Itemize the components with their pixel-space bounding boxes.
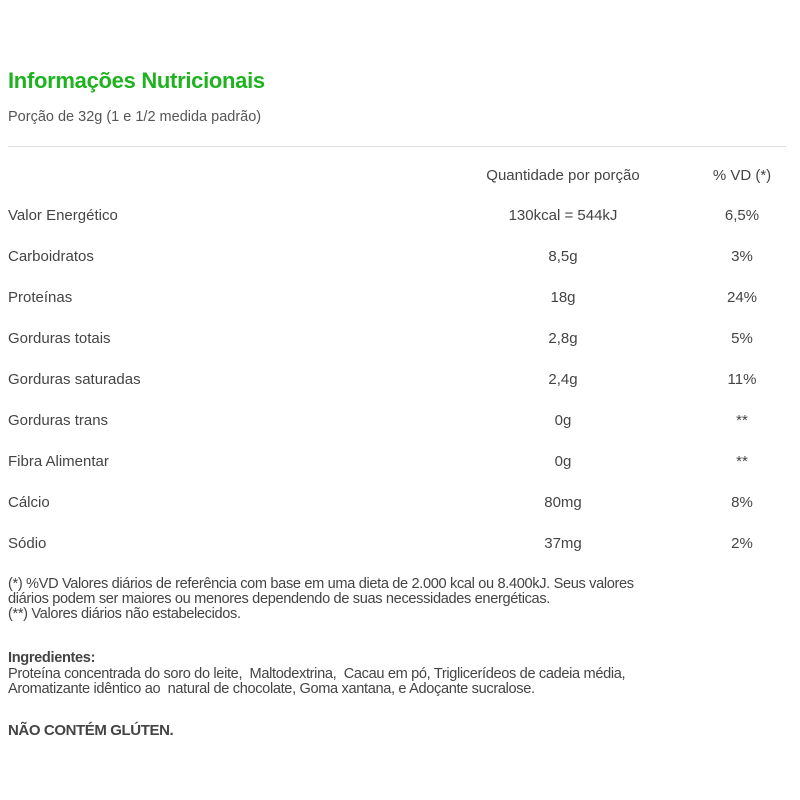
nutrient-quantity: 37mg: [544, 535, 582, 552]
nutrient-label: Proteínas: [8, 289, 73, 306]
nutrient-dv: 3%: [731, 248, 753, 265]
ingredients-heading: Ingredientes:: [8, 650, 96, 666]
nutrient-label: Sódio: [8, 535, 47, 552]
footnote: (*) %VD Valores diários de referência co…: [8, 576, 634, 592]
nutrient-quantity: 8,5g: [548, 248, 578, 265]
nutrient-quantity: 80mg: [544, 494, 582, 511]
nutrient-quantity: 18g: [550, 289, 576, 306]
nutrient-label: Cálcio: [8, 494, 50, 511]
nutrient-dv: 6,5%: [724, 207, 760, 224]
header-quantity: Quantidade por porção: [486, 167, 640, 184]
footnote: diários podem ser maiores ou menores dep…: [8, 591, 550, 607]
nutrient-dv: **: [736, 412, 748, 429]
table-header: Quantidade por porção % VD (*): [0, 167, 800, 187]
gluten-notice: NÃO CONTÉM GLÚTEN.: [8, 722, 174, 739]
table-row: Carboidratos 8,5g 3%: [0, 248, 800, 268]
nutrient-label: Gorduras saturadas: [8, 371, 141, 388]
nutrient-label: Valor Energético: [8, 207, 118, 224]
table-row: Valor Energético 130kcal = 544kJ 6,5%: [0, 207, 800, 227]
nutrient-label: Gorduras totais: [8, 330, 111, 347]
nutrient-quantity: 0g: [554, 412, 572, 429]
header-dv: % VD (*): [712, 167, 772, 184]
table-row: Gorduras totais 2,8g 5%: [0, 330, 800, 350]
page-title: Informações Nutricionais: [8, 68, 265, 93]
ingredients-text: Aromatizante idêntico ao natural de choc…: [8, 681, 535, 697]
table-row: Cálcio 80mg 8%: [0, 494, 800, 514]
nutrient-dv: **: [736, 453, 748, 470]
footnote: (**) Valores diários não estabelecidos.: [8, 606, 241, 622]
nutrient-dv: 2%: [731, 535, 753, 552]
nutrient-quantity: 130kcal = 544kJ: [508, 207, 618, 224]
table-row: Proteínas 18g 24%: [0, 289, 800, 309]
divider: [8, 146, 786, 147]
table-row: Fibra Alimentar 0g **: [0, 453, 800, 473]
table-row: Gorduras saturadas 2,4g 11%: [0, 371, 800, 391]
footnotes: (*) %VD Valores diários de referência co…: [8, 577, 793, 622]
nutrient-dv: 8%: [731, 494, 753, 511]
nutrient-dv: 24%: [726, 289, 758, 306]
nutrient-dv: 5%: [731, 330, 753, 347]
table-row: Gorduras trans 0g **: [0, 412, 800, 432]
nutrient-dv: 11%: [727, 371, 757, 388]
nutrient-label: Fibra Alimentar: [8, 453, 109, 470]
serving-size: Porção de 32g (1 e 1/2 medida padrão): [8, 109, 262, 125]
nutrient-label: Carboidratos: [8, 248, 94, 265]
ingredients-text: Proteína concentrada do soro do leite, M…: [8, 665, 626, 682]
nutrient-quantity: 2,4g: [548, 371, 578, 388]
nutrient-label: Gorduras trans: [8, 412, 109, 429]
nutrient-quantity: 2,8g: [548, 330, 578, 347]
table-row: Sódio 37mg 2%: [0, 535, 800, 555]
nutrient-quantity: 0g: [554, 453, 572, 470]
ingredients: Ingredientes: Proteína concentrada do so…: [8, 650, 626, 698]
